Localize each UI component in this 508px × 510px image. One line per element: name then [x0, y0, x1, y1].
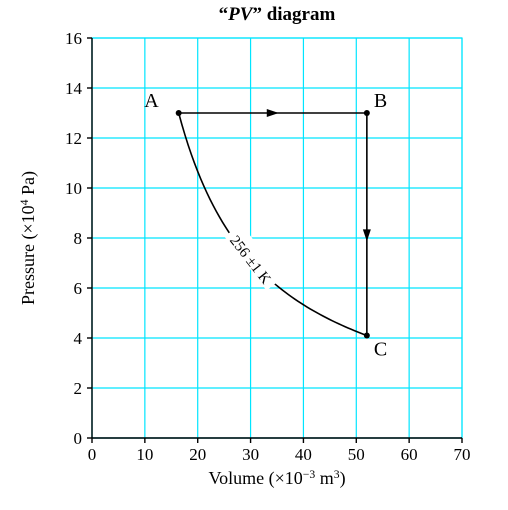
y-tick-label: 14: [65, 79, 83, 98]
isotherm-curve: [179, 113, 367, 336]
y-tick-label: 10: [65, 179, 82, 198]
x-tick-label: 20: [189, 445, 206, 464]
y-tick-label: 8: [74, 229, 83, 248]
y-tick-label: 0: [74, 429, 83, 448]
point-label-B: B: [374, 90, 387, 112]
arrow-head: [267, 109, 279, 117]
chart-title: “PV” diagram: [219, 4, 336, 25]
x-axis-title: Volume (×10−3 m3): [208, 468, 345, 489]
point-label-C: C: [374, 339, 387, 361]
y-tick-label: 2: [74, 379, 83, 398]
x-tick-label: 0: [88, 445, 97, 464]
x-tick-label: 60: [401, 445, 418, 464]
x-tick-label: 70: [454, 445, 471, 464]
y-tick-label: 16: [65, 29, 82, 48]
chart-svg: 0 10 20 30 40 50 60 70 0 2 4 6 8 10 12 14 16 A B C 256 ±1 K “…: [0, 0, 508, 510]
arrow-head: [363, 229, 371, 241]
x-tick-label: 30: [242, 445, 259, 464]
isotherm-annotation: 256 ±1 K: [222, 224, 283, 292]
y-tick-label: 6: [74, 279, 83, 298]
y-axis-title: Pressure (×104 Pa): [18, 171, 39, 305]
y-tick-label: 12: [65, 129, 82, 148]
point-label-A: A: [144, 90, 159, 112]
point-B: [364, 110, 370, 116]
x-tick-label: 40: [295, 445, 312, 464]
pv-diagram: 0 10 20 30 40 50 60 70 0 2 4 6 8 10 12 14 16 A B C 256 ±1 K “…: [0, 0, 508, 510]
x-tick-label: 10: [136, 445, 153, 464]
point-A: [176, 110, 182, 116]
point-C: [364, 333, 370, 339]
y-tick-label: 4: [74, 329, 83, 348]
x-tick-label: 50: [348, 445, 365, 464]
